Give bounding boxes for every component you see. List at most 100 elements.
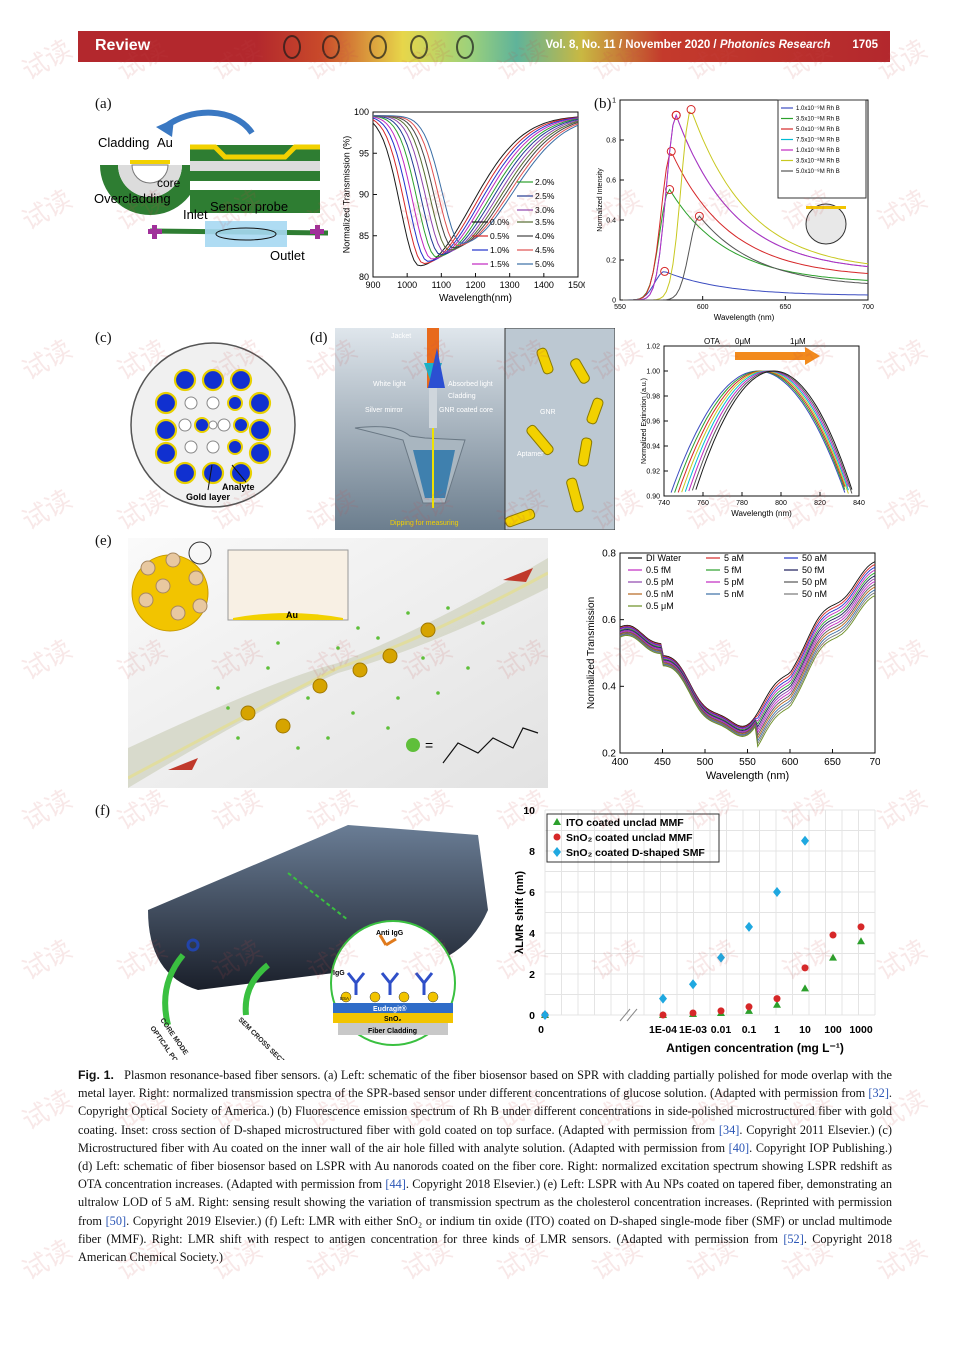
- data-point: [541, 1010, 549, 1020]
- arrow-icon: [162, 953, 186, 1026]
- air-hole-gold: [248, 391, 272, 415]
- x-axis-label: Wavelength (nm): [714, 313, 775, 322]
- legend-label: 4.0%: [535, 231, 555, 241]
- figure-number: Fig. 1.: [78, 1068, 114, 1082]
- x-tick-label: 1500: [568, 280, 585, 290]
- air-hole-gold: [248, 441, 272, 465]
- arrow-icon: [168, 758, 198, 770]
- cholesterol-dot: [356, 626, 360, 630]
- igg-label: IgG: [333, 970, 345, 977]
- section-name: Review: [95, 37, 151, 54]
- peak-marker: [666, 146, 676, 156]
- legend-label: 3.0%: [535, 205, 555, 215]
- ornament-ring-icon: [369, 35, 387, 59]
- inner-hole: [184, 396, 198, 410]
- series-line: [373, 115, 579, 251]
- arrow-icon: [163, 109, 255, 135]
- ref-link[interactable]: [34]: [718, 1122, 740, 1137]
- cholesterol-dot: [236, 736, 240, 740]
- chart-d-extinction: 740 760 780 800 820 840 0.90 0.92 0.94 0.96 0.98 1.…: [641, 337, 865, 518]
- cholesterol-dot: [306, 696, 310, 700]
- legend-marker: [553, 847, 561, 857]
- y-tick-label: 0.90: [646, 493, 660, 500]
- y-tick-label: 85: [359, 231, 369, 241]
- ref-link[interactable]: [32]: [868, 1086, 889, 1101]
- arrow-icon: [242, 962, 270, 1016]
- peak-marker: [660, 266, 670, 276]
- legend-box: [546, 813, 720, 863]
- x-tick-label: 1E-04: [649, 1024, 677, 1036]
- data-point: [659, 1011, 667, 1019]
- air-hole-gold: [154, 441, 178, 465]
- legend-label: 1.0x10⁻⁹M Rh B: [796, 105, 840, 112]
- ref-link[interactable]: [44]: [385, 1177, 406, 1192]
- page-number: 1705: [852, 39, 878, 51]
- watermark-text: 试读: [17, 34, 78, 87]
- y-tick-label: 0.92: [646, 468, 660, 475]
- aptamer-label: Aptamer: [517, 451, 544, 458]
- peak-marker: [686, 105, 696, 115]
- x-tick-label: 1000: [849, 1024, 873, 1036]
- ref-link[interactable]: [50]: [105, 1213, 127, 1228]
- panel-f-d-fiber: Anti IgG IgG BSA Eudragit® SnO₂ Fiber Cl…: [148, 825, 488, 1060]
- au-label-e: Au: [286, 610, 298, 620]
- series-line: [619, 595, 876, 748]
- series-line: [372, 116, 579, 267]
- legend-box: [777, 99, 867, 199]
- caption-text: . Copyright IOP Publishing.) (d) Left: s…: [78, 1140, 892, 1192]
- dipping-label: Dipping for measuring: [390, 520, 459, 527]
- y-tick-label: 0.96: [646, 418, 660, 425]
- air-hole-gold: [173, 461, 197, 485]
- caption-text: . Copyright 2018 Elsevier.) (e) Left: LS…: [78, 1177, 893, 1228]
- journal-volume: Vol. 8, No. 11 / November 2020 /: [545, 39, 720, 51]
- cholesterol-dot: [351, 711, 355, 715]
- inner-hole: [206, 396, 220, 410]
- y-tick-label: 80: [359, 272, 369, 282]
- panel-label-a: (a): [95, 96, 112, 112]
- legend-label: 5.0x10⁻⁹M Rh B: [796, 126, 840, 133]
- y-axis-label: λLMR shift (nm): [514, 871, 526, 954]
- series-line: [684, 370, 849, 492]
- y-tick-label: 6: [529, 887, 535, 899]
- y-tick-label: 0: [529, 1010, 535, 1022]
- caption-text: . Copyright 2018 American Chemical Socie…: [78, 1231, 892, 1265]
- x-axis-label: Wavelength(nm): [439, 293, 512, 304]
- data-point: [857, 937, 865, 945]
- panel-label-d: (d): [310, 330, 328, 346]
- y-tick-label: 10: [523, 805, 535, 817]
- air-hole-gold: [154, 418, 178, 442]
- cladding-label-d: Cladding: [448, 393, 476, 400]
- ota-arrow-shaft: [735, 352, 805, 360]
- series-line: [373, 115, 579, 247]
- legend-label: 1.5%: [490, 259, 510, 269]
- data-point: [745, 921, 753, 932]
- x-tick-label: 70: [869, 757, 880, 768]
- legend-marker: [553, 818, 561, 825]
- chart-e-transmission: 400 450 500 550 600 650 70 0.2 0.4 0.6 0.8 Waveleng…: [586, 548, 880, 782]
- chart-f-lmr-shift: 0 1E-04 1E-03 0.01 0.1 1 10 100 1000 0 2 4 6 8 10 Antig…: [514, 805, 876, 1055]
- legend-label: 5 fM: [724, 565, 742, 575]
- data-point: [745, 1003, 753, 1011]
- y-tick-label: 100: [354, 107, 369, 117]
- cholesterol-dot: [386, 726, 390, 730]
- ornament-ring-icon: [456, 35, 474, 59]
- legend-label: 4.5%: [535, 245, 555, 255]
- panel-a-schematic: Cladding Au core Overcladding Sensor pro…: [94, 109, 329, 263]
- inner-hole: [227, 395, 243, 411]
- panel-d-schematic: Jacket White light Absorbed light Claddi…: [335, 328, 615, 530]
- legend-label: 50 nM: [802, 589, 827, 599]
- inner-hole: [206, 440, 220, 454]
- data-point: [801, 835, 809, 846]
- series-line: [695, 370, 853, 490]
- ref-link[interactable]: [40]: [728, 1140, 750, 1155]
- y-axis-label: Normalized Intensity: [597, 168, 604, 232]
- ref-link[interactable]: [52]: [783, 1231, 804, 1246]
- inlet-label: Inlet: [183, 207, 208, 222]
- legend-label: 50 pM: [802, 577, 827, 587]
- air-hole-gold: [229, 368, 253, 392]
- plot-frame: [619, 99, 869, 301]
- jacket-label: Jacket: [391, 333, 411, 340]
- legend-label: 1.0%: [490, 245, 510, 255]
- overcladding-label: Overcladding: [94, 191, 171, 206]
- au-label: Au: [157, 135, 173, 150]
